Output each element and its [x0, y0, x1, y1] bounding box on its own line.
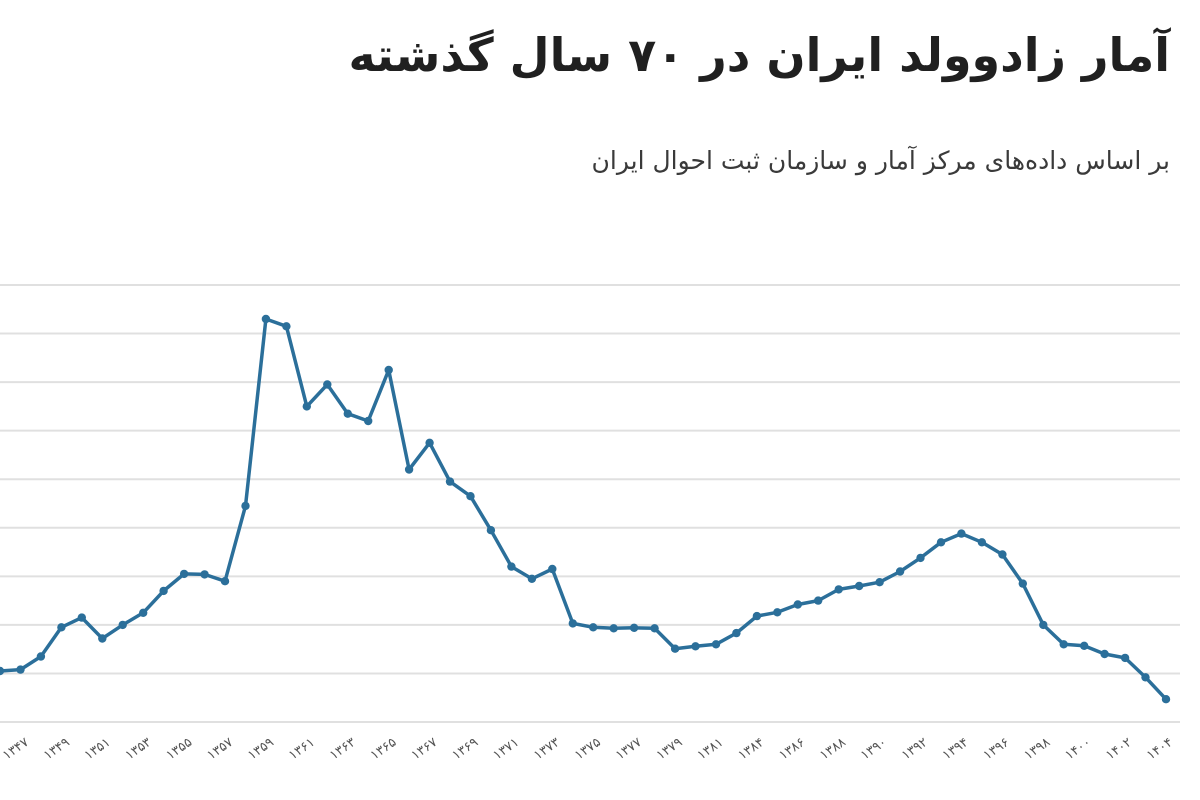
- data-point: [1039, 620, 1048, 630]
- x-tick-label: ۱۳۹۴: [940, 735, 971, 763]
- data-point: [98, 634, 107, 643]
- x-tick-label: ۱۳۷۱: [491, 735, 522, 763]
- data-point: [16, 665, 25, 674]
- data-point: [1100, 649, 1109, 659]
- x-tick-label: ۱۳۷۷: [613, 735, 644, 763]
- data-point: [1080, 641, 1089, 650]
- data-point: [691, 642, 700, 651]
- data-point: [936, 538, 946, 547]
- data-point: [1120, 653, 1130, 663]
- data-point: [875, 578, 884, 587]
- x-tick-label: ۱۳۶۷: [409, 735, 440, 763]
- data-point: [711, 640, 721, 649]
- x-tick-label: ۱۳۶۱: [286, 735, 317, 763]
- data-point: [57, 623, 66, 632]
- x-axis-tick-labels: ۱۳۴۷ ۱۳۴۹ ۱۳۵۱ ۱۳۵۳ ۱۳۵۵ ۱۳۵۷ ۱۳۵۹ ۱۳۶۱ ۱۳۶۳ ۱۳۶۵…: [0, 735, 1175, 763]
- x-tick-label: ۱۳۵۳: [123, 735, 154, 763]
- data-point: [323, 380, 332, 389]
- x-tick-label: ۱۳۸۴: [736, 735, 767, 763]
- data-point: [650, 624, 659, 633]
- x-tick-label: ۱۳۹۶: [981, 735, 1012, 763]
- data-point: [1141, 673, 1150, 682]
- x-tick-label: ۱۴۰۲: [1103, 735, 1134, 763]
- data-point: [834, 585, 843, 594]
- x-tick-label: ۱۳۵۵: [164, 735, 195, 763]
- data-point: [1161, 695, 1171, 704]
- data-point: [0, 666, 5, 676]
- data-point: [855, 581, 864, 591]
- data-point: [977, 538, 987, 547]
- data-point: [1018, 579, 1027, 588]
- x-tick-label: ۱۳۷۳: [531, 735, 562, 763]
- data-point: [343, 409, 352, 418]
- x-tick-label: ۱۳۴۹: [41, 735, 72, 763]
- x-tick-label: ۱۳۶۹: [450, 735, 481, 763]
- data-point: [629, 623, 639, 632]
- x-tick-label: ۱۳۵۹: [245, 735, 276, 763]
- data-point: [220, 577, 230, 586]
- data-point: [159, 586, 168, 596]
- data-point: [732, 628, 741, 638]
- data-point: [404, 465, 414, 474]
- data-point: [895, 567, 905, 576]
- x-tick-label: ۱۳۸۸: [817, 735, 848, 763]
- data-point: [568, 619, 577, 628]
- data-point: [527, 574, 537, 583]
- data-point: [384, 365, 393, 375]
- data-point: [1059, 640, 1068, 649]
- series-line: [0, 317, 1168, 701]
- data-point: [773, 608, 782, 617]
- data-point: [302, 402, 311, 411]
- data-point: [466, 492, 475, 501]
- data-point: [486, 526, 496, 535]
- data-point: [425, 438, 434, 447]
- x-tick-label: ۱۳۹۰: [858, 735, 889, 763]
- gridlines: [0, 284, 1180, 723]
- x-tick-label: ۱۳۵۷: [205, 735, 236, 763]
- data-point: [609, 624, 618, 633]
- x-tick-label: ۱۴۰۰: [1063, 735, 1094, 763]
- data-point: [139, 608, 148, 617]
- x-tick-label: ۱۳۸۱: [695, 735, 726, 763]
- data-point: [507, 562, 516, 571]
- data-point: [548, 564, 557, 574]
- data-point: [957, 529, 966, 538]
- x-tick-label: ۱۳۶۳: [327, 735, 358, 763]
- x-tick-label: ۱۳۹۲: [899, 735, 930, 763]
- data-point: [814, 596, 823, 605]
- x-tick-label: ۱۳۶۵: [368, 735, 399, 763]
- series-line-group: [0, 317, 1168, 701]
- data-point: [179, 569, 189, 579]
- chart-subtitle: بر اساس داده‌های مرکز آمار و سازمان ثبت …: [591, 146, 1170, 175]
- data-point: [589, 623, 598, 632]
- chart-title: آمار زادوولد ایران در ۷۰ سال گذشته: [348, 28, 1170, 82]
- data-point: [241, 501, 250, 511]
- data-points: [0, 314, 1171, 704]
- data-point: [445, 477, 455, 486]
- x-tick-label: ۱۳۷۹: [654, 735, 685, 763]
- data-point: [793, 600, 802, 609]
- data-point: [200, 570, 209, 579]
- data-point: [282, 322, 291, 331]
- data-point: [77, 613, 87, 622]
- x-tick-label: ۱۳۹۸: [1022, 735, 1053, 763]
- data-point: [670, 644, 680, 653]
- x-tick-label: ۱۳۷۵: [572, 735, 603, 763]
- x-tick-label: ۱۳۴۷: [0, 735, 31, 763]
- data-point: [916, 553, 925, 563]
- x-tick-label: ۱۴۰۴: [1144, 735, 1175, 763]
- data-point: [752, 611, 762, 621]
- data-point: [36, 652, 46, 661]
- x-tick-label: ۱۳۵۱: [82, 735, 113, 763]
- data-point: [998, 550, 1007, 559]
- data-point: [364, 416, 373, 426]
- data-point: [118, 620, 127, 630]
- x-tick-label: ۱۳۸۶: [777, 735, 808, 763]
- data-point: [261, 314, 271, 324]
